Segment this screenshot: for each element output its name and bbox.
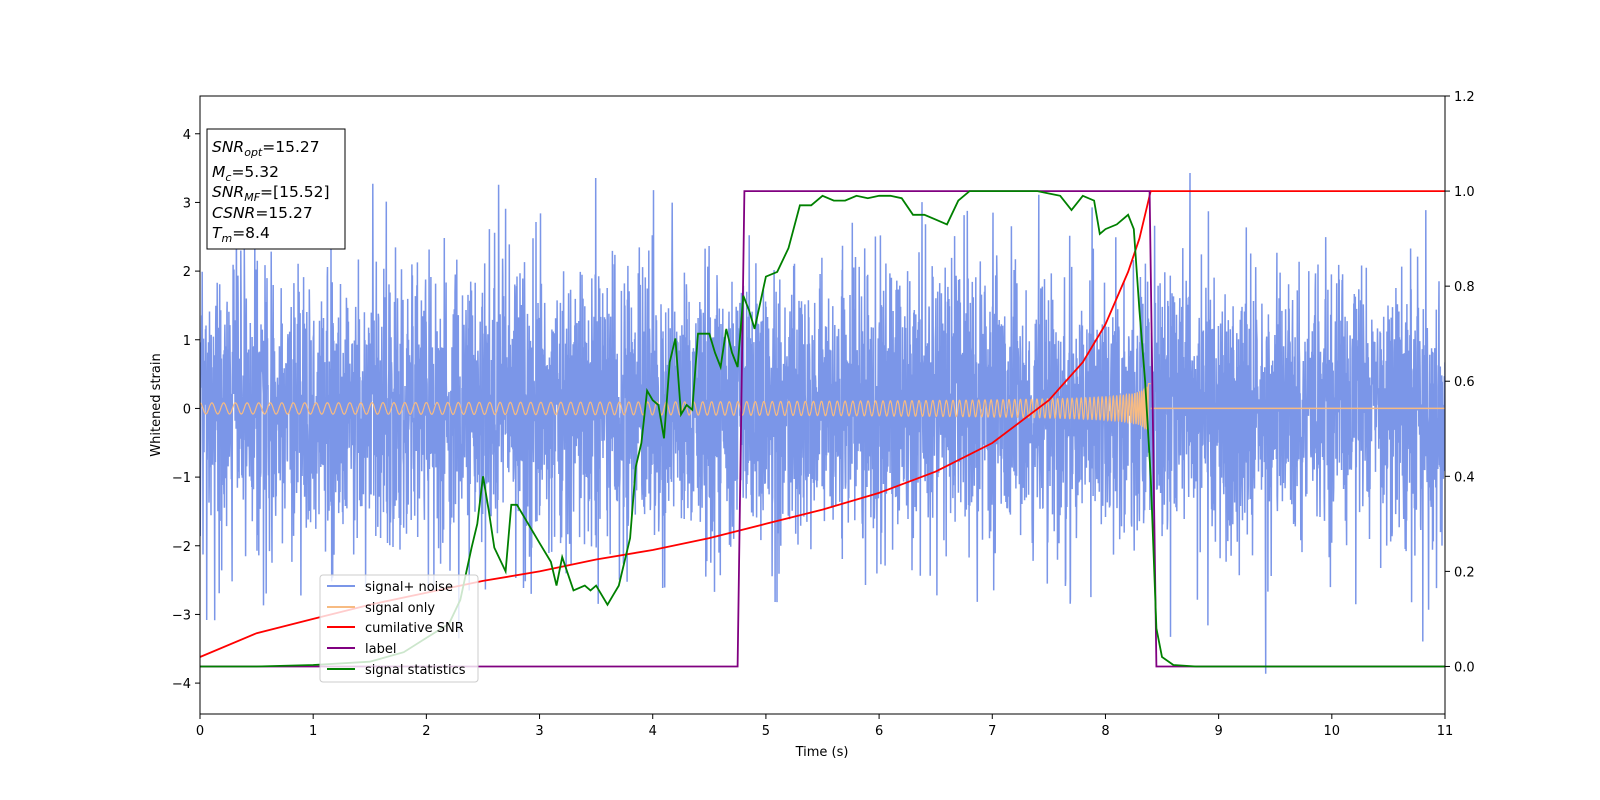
x-tick-label: 1	[309, 724, 317, 739]
y2-tick-label: 0.0	[1454, 660, 1475, 675]
y-tick-label: −4	[172, 677, 191, 692]
legend: signal+ noise signal only cumilative SNR…	[319, 574, 479, 683]
y-tick-label: −3	[172, 608, 191, 623]
x-tick-label: 3	[535, 724, 543, 739]
y-tick-label: 1	[183, 334, 191, 349]
legend-label: signal+ noise	[365, 580, 453, 595]
x-tick-label: 5	[762, 724, 770, 739]
series-signal-only-line	[200, 383, 1151, 432]
series-signal-statistics-line	[200, 190, 1445, 668]
legend-label: cumilative SNR	[365, 621, 464, 636]
x-tick-label: 6	[875, 724, 883, 739]
x-tick-label: 10	[1324, 724, 1341, 739]
x-tick-label: 9	[1214, 724, 1222, 739]
info-mc: Mc=5.32	[212, 163, 279, 184]
plot-frame	[199, 95, 1446, 715]
y-tick-label: −1	[172, 471, 191, 486]
legend-label: signal only	[365, 601, 435, 616]
y-tick-label: −2	[172, 540, 191, 555]
y-tick-label: 0	[183, 402, 191, 417]
series-signal-noise-line	[200, 172, 1445, 674]
x-tick-label: 11	[1437, 724, 1454, 739]
x-tick-label: 7	[988, 724, 996, 739]
y2-tick-label: 1.2	[1454, 90, 1475, 105]
x-axis-title: Time (s)	[795, 745, 849, 760]
legend-item-label: label	[327, 642, 396, 657]
info-tm: Tm=8.4	[212, 224, 270, 245]
legend-item-cumulative-snr: cumilative SNR	[327, 621, 464, 636]
y2-tick-label: 0.4	[1454, 470, 1475, 485]
legend-item-signal-noise: signal+ noise	[327, 580, 453, 595]
info-box: SNRopt=15.27 Mc=5.32 SNRMF=[15.52] CSNR=…	[206, 128, 346, 250]
y2-tick-label: 0.6	[1454, 375, 1475, 390]
y2-tick-label: 0.2	[1454, 565, 1475, 580]
y-tick-label: 2	[183, 265, 191, 280]
y-axis-title: Whitened strain	[149, 353, 164, 456]
info-snr-opt: SNRopt=15.27	[212, 138, 320, 159]
legend-item-signal-statistics: signal statistics	[327, 663, 466, 678]
x-tick-label: 8	[1101, 724, 1109, 739]
legend-label: label	[365, 642, 396, 657]
y2-tick-label: 0.8	[1454, 280, 1475, 295]
legend-item-signal-only: signal only	[327, 601, 435, 616]
y-tick-label: 3	[183, 196, 191, 211]
legend-label: signal statistics	[365, 663, 466, 678]
x-tick-label: 4	[649, 724, 657, 739]
x-tick-label: 0	[196, 724, 204, 739]
axis-ticks: 0 1 2 3 4 5 6 7 8 9 10 11 −4 −3 −2 −1 0 1 2 3 4 0.0 0.2 0.4 0.6 0…	[172, 90, 1475, 739]
info-csnr: CSNR=15.27	[212, 204, 313, 222]
x-tick-label: 2	[422, 724, 430, 739]
y-tick-label: 4	[183, 128, 191, 143]
y2-tick-label: 1.0	[1454, 185, 1475, 200]
info-snr-mf: SNRMF=[15.52]	[212, 183, 330, 204]
